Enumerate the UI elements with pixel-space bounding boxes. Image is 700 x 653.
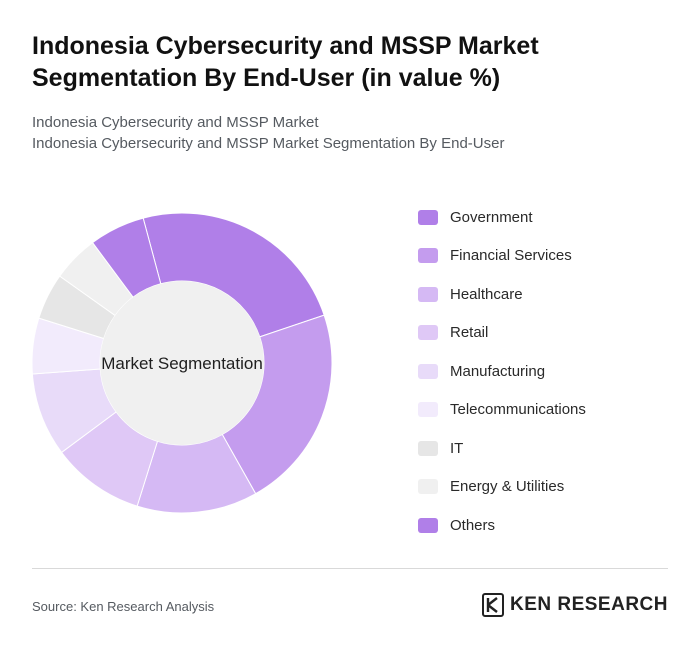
legend-item: IT [418,429,586,468]
center-label: Market Segmentation [101,354,263,373]
legend-item: Others [418,506,586,545]
legend-swatch [418,479,438,495]
source-note: Source: Ken Research Analysis [32,599,215,614]
legend-label: Healthcare [450,285,523,303]
subtitle-line-2: Indonesia Cybersecurity and MSSP Market … [32,135,505,152]
donut-chart: Market Segmentation [31,212,333,514]
ken-research-logo-icon [481,593,504,617]
legend-label: Financial Services [450,247,572,265]
legend-item: Retail [418,314,586,353]
legend: Government Financial Services Healthcare Re… [418,198,586,545]
legend-swatch [418,517,438,533]
brand-name: KEN RESEARCH [509,594,668,615]
chart-subtitle: Indonesia Cybersecurity and MSSP Market … [32,112,504,154]
legend-swatch [418,209,438,225]
legend-swatch [418,363,438,379]
legend-swatch [418,402,438,418]
chart-title: Indonesia Cybersecurity and MSSP Market … [32,32,539,92]
donut-hole [100,281,264,445]
legend-item: Healthcare [418,275,586,314]
legend-label: Manufacturing [450,362,546,380]
legend-label: Government [450,208,533,226]
legend-label: Retail [450,324,489,342]
legend-label: IT [450,439,464,457]
legend-item: Telecommunications [418,391,586,430]
legend-swatch [418,325,438,341]
brand-logo: KEN RESEARCH [481,593,668,617]
legend-swatch [418,440,438,456]
legend-item: Financial Services [418,237,586,276]
footer-divider [32,568,668,569]
donut-slices [31,212,333,514]
subtitle-line-1: Indonesia Cybersecurity and MSSP Market [32,114,319,131]
legend-item: Government [418,198,586,237]
legend-item: Energy & Utilities [418,468,586,507]
legend-swatch [418,248,438,264]
legend-swatch [418,286,438,302]
legend-item: Manufacturing [418,352,586,391]
legend-label: Others [450,516,496,534]
legend-label: Telecommunications [450,401,586,419]
legend-label: Energy & Utilities [450,478,565,496]
